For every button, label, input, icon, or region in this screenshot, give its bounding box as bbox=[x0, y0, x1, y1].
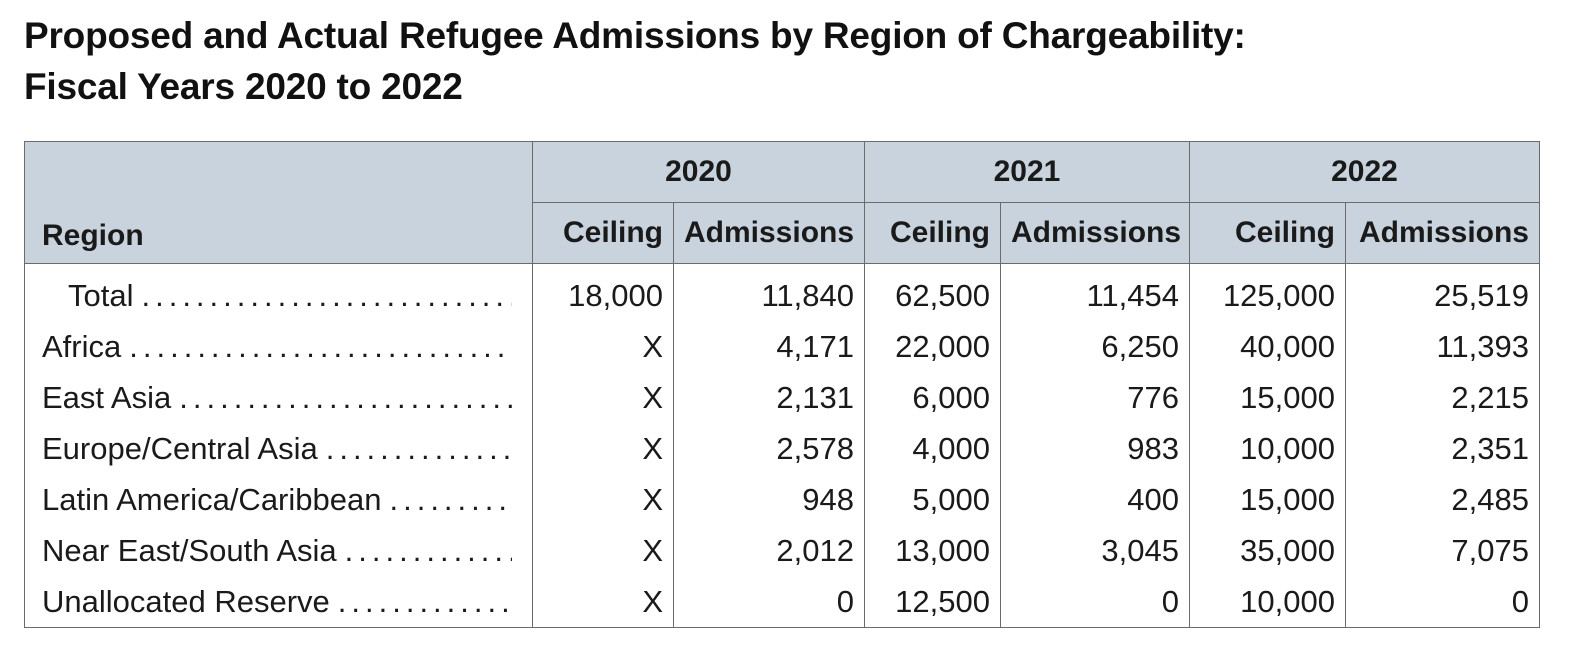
ceiling-2022-cell: 10,000 bbox=[1189, 576, 1346, 628]
ceiling-2020-cell: X bbox=[532, 576, 674, 628]
table-row-east-asia: East Asia X 2,131 6,000 776 15,000 2,215 bbox=[24, 372, 1540, 423]
region-label: Total bbox=[68, 277, 134, 313]
ceiling-2022-cell: 10,000 bbox=[1189, 423, 1346, 474]
ceiling-2022-cell: 15,000 bbox=[1189, 372, 1346, 423]
subheader-row: Ceiling Admissions Ceiling Admissions Ce… bbox=[25, 202, 1540, 264]
ceiling-2020-cell: X bbox=[532, 525, 674, 576]
ceiling-2020-cell: X bbox=[532, 372, 674, 423]
region-label: Near East/South Asia bbox=[42, 532, 337, 568]
year-header-2022: 2022 bbox=[1189, 141, 1540, 203]
ceiling-2021-cell: 22,000 bbox=[864, 321, 1001, 372]
admissions-2021-cell: 3,045 bbox=[1000, 525, 1190, 576]
admissions-2021-cell: 400 bbox=[1000, 474, 1190, 525]
title-line-1: Proposed and Actual Refugee Admissions b… bbox=[24, 15, 1246, 56]
ceiling-2022-cell: 40,000 bbox=[1189, 321, 1346, 372]
ceiling-2021-cell: 62,500 bbox=[864, 263, 1001, 321]
table-row-total: Total 18,000 11,840 62,500 11,454 125,00… bbox=[24, 263, 1540, 321]
admissions-header-2021: Admissions bbox=[1000, 202, 1190, 264]
region-label: East Asia bbox=[42, 379, 172, 415]
admissions-2021-cell: 776 bbox=[1000, 372, 1190, 423]
admissions-2022-cell: 25,519 bbox=[1345, 263, 1540, 321]
admissions-2022-cell: 7,075 bbox=[1345, 525, 1540, 576]
ceiling-2022-cell: 15,000 bbox=[1189, 474, 1346, 525]
admissions-2022-cell: 2,215 bbox=[1345, 372, 1540, 423]
admissions-2020-cell: 2,131 bbox=[673, 372, 865, 423]
admissions-header-2020: Admissions bbox=[673, 202, 865, 264]
ceiling-2020-cell: X bbox=[532, 423, 674, 474]
leader-dots bbox=[338, 584, 512, 620]
table-row-europe-central-asia: Europe/Central Asia X 2,578 4,000 983 10… bbox=[24, 423, 1540, 474]
ceiling-2020-cell: X bbox=[532, 474, 674, 525]
region-column-header: Region bbox=[24, 141, 533, 264]
admissions-2021-cell: 6,250 bbox=[1000, 321, 1190, 372]
leader-dots bbox=[141, 278, 512, 314]
region-cell: Total bbox=[24, 263, 533, 321]
table-row-unallocated-reserve: Unallocated Reserve X 0 12,500 0 10,000 … bbox=[24, 576, 1540, 628]
admissions-2020-cell: 11,840 bbox=[673, 263, 865, 321]
year-header-row: Region 2020 2021 2022 bbox=[24, 141, 1540, 264]
region-cell: East Asia bbox=[24, 372, 533, 423]
leader-dots bbox=[345, 533, 512, 569]
admissions-2020-cell: 0 bbox=[673, 576, 865, 628]
refugee-admissions-table: Region 2020 2021 2022 Ceiling Admissions… bbox=[24, 141, 1540, 628]
ceiling-header-2021: Ceiling bbox=[864, 202, 1001, 264]
table-body: Total 18,000 11,840 62,500 11,454 125,00… bbox=[24, 263, 1540, 628]
ceiling-2022-cell: 35,000 bbox=[1189, 525, 1346, 576]
region-label: Unallocated Reserve bbox=[42, 583, 330, 619]
admissions-2021-cell: 0 bbox=[1000, 576, 1190, 628]
title-line-2: Fiscal Years 2020 to 2022 bbox=[24, 66, 463, 107]
region-cell: Unallocated Reserve bbox=[24, 576, 533, 628]
ceiling-2021-cell: 13,000 bbox=[864, 525, 1001, 576]
region-cell: Near East/South Asia bbox=[24, 525, 533, 576]
ceiling-2022-cell: 125,000 bbox=[1189, 263, 1346, 321]
admissions-2022-cell: 2,351 bbox=[1345, 423, 1540, 474]
leader-dots bbox=[179, 380, 512, 416]
table-row-near-east-south-asia: Near East/South Asia X 2,012 13,000 3,04… bbox=[24, 525, 1540, 576]
ceiling-header-2022: Ceiling bbox=[1189, 202, 1346, 264]
ceiling-2020-cell: X bbox=[532, 321, 674, 372]
ceiling-2021-cell: 4,000 bbox=[864, 423, 1001, 474]
table-row-africa: Africa X 4,171 22,000 6,250 40,000 11,39… bbox=[24, 321, 1540, 372]
admissions-2022-cell: 2,485 bbox=[1345, 474, 1540, 525]
region-label: Africa bbox=[42, 328, 122, 364]
admissions-2022-cell: 11,393 bbox=[1345, 321, 1540, 372]
admissions-2020-cell: 2,012 bbox=[673, 525, 865, 576]
leader-dots bbox=[129, 329, 512, 365]
admissions-2020-cell: 2,578 bbox=[673, 423, 865, 474]
admissions-2022-cell: 0 bbox=[1345, 576, 1540, 628]
year-header-2020: 2020 bbox=[532, 141, 865, 203]
table-row-latin-america-caribbean: Latin America/Caribbean X 948 5,000 400 … bbox=[24, 474, 1540, 525]
leader-dots bbox=[326, 431, 512, 467]
admissions-header-2022: Admissions bbox=[1345, 202, 1540, 264]
admissions-2020-cell: 948 bbox=[673, 474, 865, 525]
region-cell: Latin America/Caribbean bbox=[24, 474, 533, 525]
year-header-2021: 2021 bbox=[864, 141, 1190, 203]
region-cell: Africa bbox=[24, 321, 533, 372]
ceiling-2021-cell: 6,000 bbox=[864, 372, 1001, 423]
region-label: Latin America/Caribbean bbox=[42, 481, 382, 517]
region-label: Europe/Central Asia bbox=[42, 430, 318, 466]
leader-dots bbox=[389, 482, 512, 518]
ceiling-2021-cell: 5,000 bbox=[864, 474, 1001, 525]
ceiling-2020-cell: 18,000 bbox=[532, 263, 674, 321]
admissions-2020-cell: 4,171 bbox=[673, 321, 865, 372]
page-title: Proposed and Actual Refugee Admissions b… bbox=[24, 10, 1246, 112]
region-cell: Europe/Central Asia bbox=[24, 423, 533, 474]
ceiling-header-2020: Ceiling bbox=[532, 202, 674, 264]
admissions-2021-cell: 11,454 bbox=[1000, 263, 1190, 321]
admissions-2021-cell: 983 bbox=[1000, 423, 1190, 474]
ceiling-2021-cell: 12,500 bbox=[864, 576, 1001, 628]
